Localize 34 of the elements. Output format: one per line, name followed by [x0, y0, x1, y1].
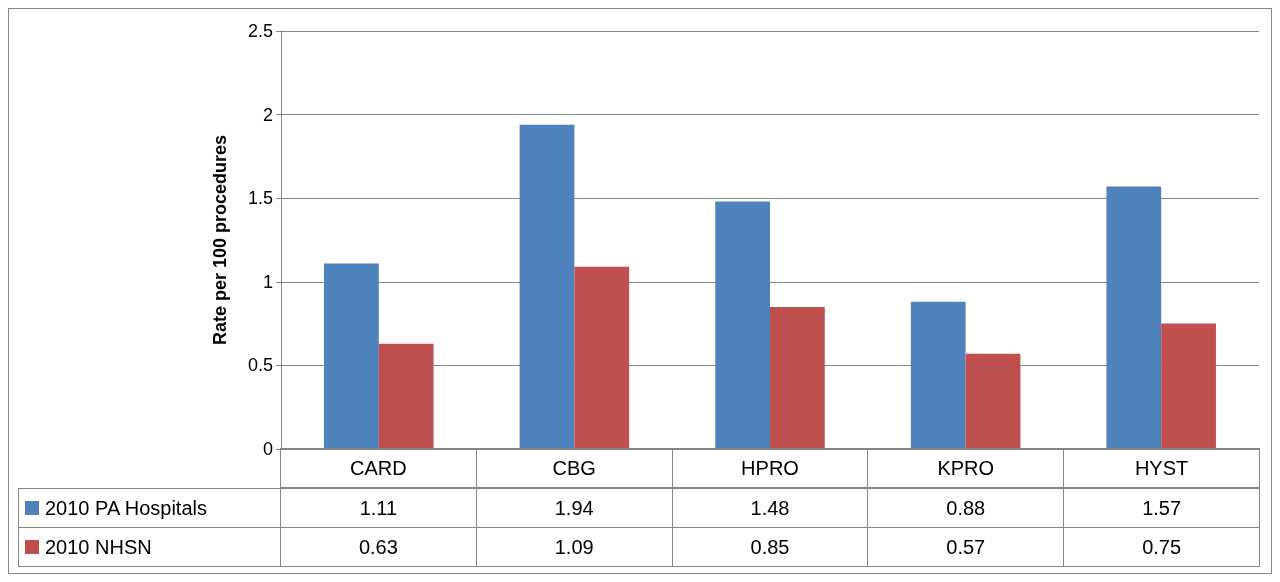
data-label: 1.09 [475, 527, 673, 567]
bar [910, 301, 966, 449]
y-tick-label: 1.5 [247, 188, 273, 209]
bar [324, 263, 379, 449]
bar [378, 343, 434, 449]
legend-label: 2010 PA Hospitals [45, 496, 207, 520]
bar [519, 124, 575, 449]
bar [965, 353, 1021, 449]
data-label: 1.48 [671, 488, 869, 528]
x-tick-label: KPRO [867, 448, 1065, 488]
data-label: 1.94 [475, 488, 673, 528]
data-label: 0.85 [671, 527, 869, 567]
data-label: 1.57 [1063, 488, 1260, 528]
x-tick-label: CARD [280, 448, 477, 488]
data-label: 0.75 [1063, 527, 1260, 567]
bar [715, 201, 770, 449]
bar [1161, 323, 1216, 449]
legend-label: 2010 NHSN [45, 535, 152, 559]
bar [574, 266, 630, 449]
y-axis-title: Rate per 100 procedures [210, 134, 230, 346]
x-tick-label: HYST [1063, 448, 1260, 488]
data-label: 1.11 [280, 488, 477, 528]
data-label: 0.63 [280, 527, 477, 567]
y-tick-label: 0.5 [247, 355, 273, 376]
y-tick-label: 2.5 [247, 21, 273, 41]
bar [1106, 186, 1162, 449]
data-label: 0.88 [867, 488, 1065, 528]
x-tick-label: CBG [475, 448, 673, 488]
y-tick-label: 2 [262, 104, 273, 125]
bar [770, 306, 825, 449]
x-tick-label: HPRO [671, 448, 869, 488]
y-tick-label: 1 [262, 271, 273, 292]
y-tick-label: 0 [262, 439, 273, 459]
data-label: 0.57 [867, 527, 1065, 567]
